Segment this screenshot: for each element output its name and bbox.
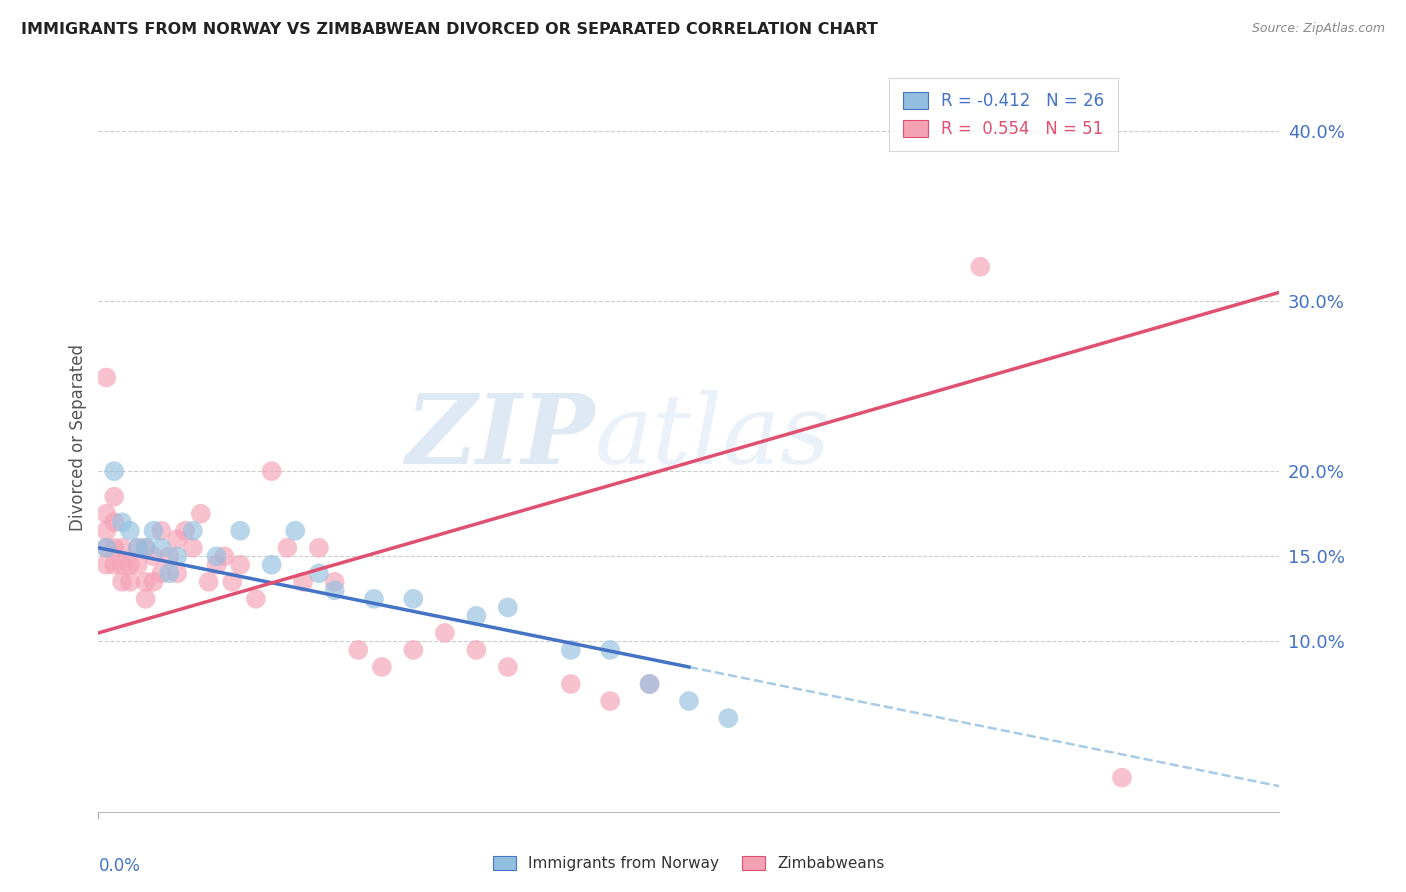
Point <box>135 591 157 606</box>
Point <box>465 643 488 657</box>
Text: ZIP: ZIP <box>405 390 595 484</box>
Point <box>371 660 394 674</box>
Point <box>678 694 700 708</box>
Point <box>284 524 307 538</box>
Point <box>181 524 204 538</box>
Point <box>214 549 236 564</box>
Point <box>96 558 118 572</box>
Point <box>111 515 134 529</box>
Point <box>323 583 346 598</box>
Point <box>245 591 267 606</box>
Point <box>103 541 125 555</box>
Point <box>465 608 488 623</box>
Point <box>96 524 118 538</box>
Point <box>433 626 456 640</box>
Point <box>308 566 330 581</box>
Point <box>127 541 149 555</box>
Point <box>174 524 197 538</box>
Point <box>229 524 252 538</box>
Point <box>197 574 219 589</box>
Point <box>142 574 165 589</box>
Point <box>402 643 425 657</box>
Point <box>308 541 330 555</box>
Point <box>135 574 157 589</box>
Point <box>363 591 385 606</box>
Point <box>205 549 228 564</box>
Point <box>118 558 141 572</box>
Point <box>96 370 118 384</box>
Point <box>496 600 519 615</box>
Point <box>157 549 180 564</box>
Text: 0.0%: 0.0% <box>98 856 141 875</box>
Point <box>969 260 991 274</box>
Point <box>323 574 346 589</box>
Point <box>717 711 740 725</box>
Point <box>560 643 582 657</box>
Point <box>599 694 621 708</box>
Point <box>103 464 125 478</box>
Point <box>599 643 621 657</box>
Point <box>190 507 212 521</box>
Point <box>103 558 125 572</box>
Point <box>96 507 118 521</box>
Point <box>127 541 149 555</box>
Point <box>111 574 134 589</box>
Point <box>181 541 204 555</box>
Point <box>135 541 157 555</box>
Point <box>118 524 141 538</box>
Point <box>560 677 582 691</box>
Point <box>221 574 243 589</box>
Point <box>402 591 425 606</box>
Point <box>111 541 134 555</box>
Point <box>150 524 173 538</box>
Point <box>127 558 149 572</box>
Point <box>166 533 188 547</box>
Point <box>111 558 134 572</box>
Point <box>150 566 173 581</box>
Point <box>142 524 165 538</box>
Point <box>157 566 180 581</box>
Point <box>166 549 188 564</box>
Y-axis label: Divorced or Separated: Divorced or Separated <box>69 343 87 531</box>
Text: Source: ZipAtlas.com: Source: ZipAtlas.com <box>1251 22 1385 36</box>
Point <box>103 515 125 529</box>
Point <box>347 643 370 657</box>
Point <box>229 558 252 572</box>
Legend: Immigrants from Norway, Zimbabweans: Immigrants from Norway, Zimbabweans <box>485 848 893 879</box>
Point <box>118 574 141 589</box>
Point <box>103 490 125 504</box>
Point <box>166 566 188 581</box>
Point <box>260 464 283 478</box>
Point <box>135 541 157 555</box>
Point <box>142 549 165 564</box>
Point <box>496 660 519 674</box>
Point <box>638 677 661 691</box>
Point <box>260 558 283 572</box>
Point <box>276 541 298 555</box>
Point <box>96 541 118 555</box>
Point <box>292 574 315 589</box>
Text: IMMIGRANTS FROM NORWAY VS ZIMBABWEAN DIVORCED OR SEPARATED CORRELATION CHART: IMMIGRANTS FROM NORWAY VS ZIMBABWEAN DIV… <box>21 22 877 37</box>
Point <box>150 541 173 555</box>
Text: atlas: atlas <box>595 390 831 484</box>
Point <box>638 677 661 691</box>
Point <box>1111 771 1133 785</box>
Point <box>205 558 228 572</box>
Point <box>96 541 118 555</box>
